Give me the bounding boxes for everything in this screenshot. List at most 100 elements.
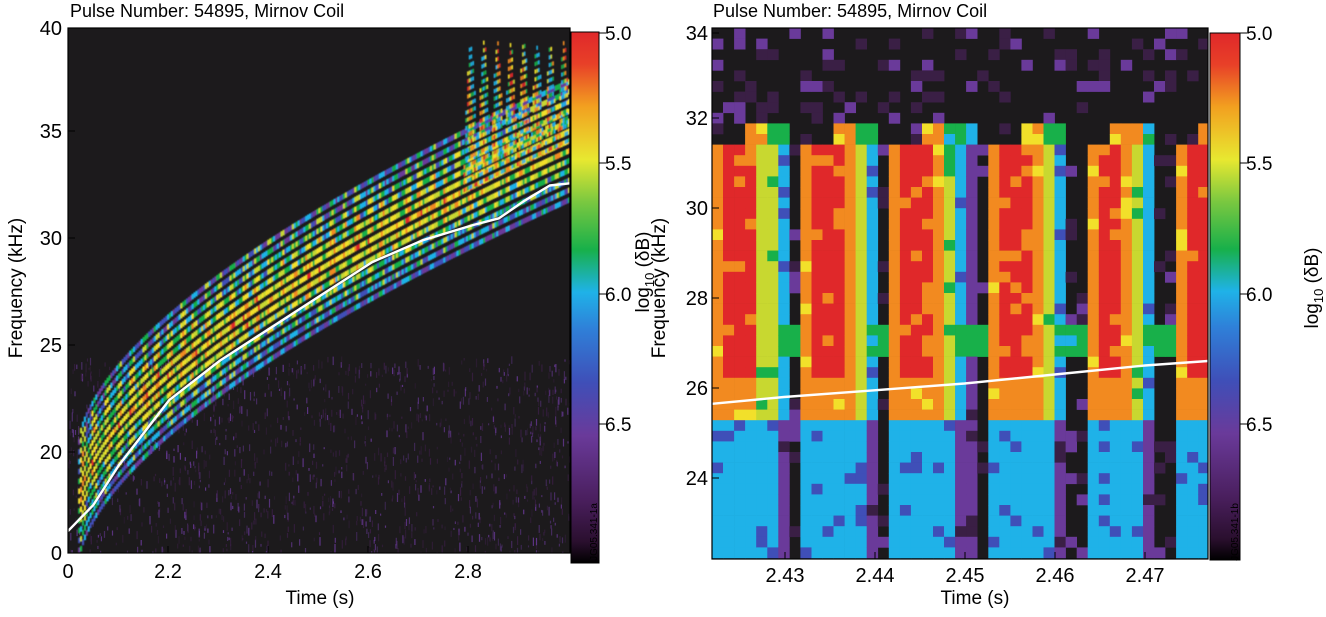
spectrogram-cell [365, 180, 368, 186]
spectrogram-cell [377, 262, 380, 269]
spectrogram-cell [233, 321, 236, 328]
spectrogram-cell [522, 119, 525, 126]
noise-speck [133, 476, 135, 480]
spectrogram-cell [93, 427, 96, 433]
spectrogram-cell [430, 224, 433, 231]
spectrogram-cell [462, 169, 465, 175]
noise-speck [562, 438, 565, 447]
spectrogram-cell [380, 280, 383, 286]
spectrogram-cell [240, 326, 243, 332]
noise-speck [304, 364, 306, 370]
noise-speck [90, 536, 92, 545]
spectrogram-cell [138, 458, 141, 465]
noise-speck [143, 507, 145, 513]
spectrogram-cell [210, 298, 213, 305]
spectrogram-cell [386, 277, 389, 283]
noise-speck [477, 393, 479, 400]
spectrogram-cell [170, 399, 173, 406]
noise-speck [315, 482, 317, 489]
noise-speck [288, 492, 290, 502]
spectrogram-cell [238, 347, 242, 353]
spectrogram-cell [481, 171, 483, 176]
spectrogram-cell [371, 206, 374, 213]
spectrogram-cell [246, 292, 249, 299]
noise-speck [270, 446, 272, 454]
spectrogram-cell [93, 466, 96, 472]
noise-speck [504, 424, 506, 432]
spectrogram-cell [129, 360, 132, 366]
spectrogram-cell [295, 290, 298, 296]
spectrogram-cell [271, 306, 274, 312]
noise-speck [347, 401, 349, 409]
spectrogram-cell [271, 256, 274, 263]
noise-speck [461, 442, 463, 447]
noise-speck [449, 487, 451, 490]
spectrogram-cell [554, 173, 558, 180]
spectrogram-cell [193, 371, 196, 377]
spectrogram-cell [314, 249, 317, 255]
spectrogram-cell [441, 140, 444, 146]
spectrogram-cell [186, 298, 189, 304]
spectrogram-cell [494, 182, 497, 189]
spectrogram-cell [343, 281, 346, 288]
noise-speck [503, 474, 505, 480]
spectrogram-cell [261, 272, 264, 279]
spectrogram-cell [142, 445, 145, 451]
spectrogram-cell [399, 201, 402, 207]
noise-speck [557, 497, 559, 503]
spectrogram-cell [403, 258, 406, 264]
spectrogram-cell [174, 327, 177, 333]
spectrogram-cell [112, 488, 115, 494]
noise-speck [526, 484, 528, 488]
spectrogram-cell [420, 249, 423, 255]
spectrogram-cell [348, 308, 351, 314]
noise-speck [215, 515, 217, 518]
spectrogram-cell [420, 210, 423, 216]
spectrogram-cell [484, 128, 488, 134]
noise-speck [561, 537, 564, 544]
noise-speck [471, 372, 474, 382]
noise-speck [260, 543, 262, 547]
spectrogram-cell [343, 262, 346, 268]
noise-speck [249, 444, 251, 452]
spectrogram-cell [216, 373, 219, 379]
spectrogram-cell [193, 292, 196, 298]
noise-speck [491, 407, 493, 411]
spectrogram-cell [511, 194, 514, 200]
spectrogram-cell [371, 285, 374, 292]
spectrogram-cell [507, 186, 510, 192]
noise-speck [292, 430, 294, 436]
spectrogram-cell [174, 406, 177, 412]
noise-speck [328, 511, 330, 516]
spectrogram-cell [509, 116, 512, 122]
noise-speck [210, 416, 212, 422]
spectrogram-cell [157, 322, 160, 329]
spectrogram-cell [138, 350, 141, 357]
spectrogram-cell [356, 235, 359, 241]
spectrogram-cell [424, 158, 427, 165]
spectrogram-cell [371, 187, 374, 193]
spectrogram-cell [221, 300, 225, 306]
noise-speck [353, 473, 355, 482]
noise-speck [294, 499, 296, 506]
spectrogram-cell [187, 296, 191, 303]
spectrogram-cell [93, 407, 96, 413]
spectrogram-cell [316, 287, 319, 294]
spectrogram-cell [89, 512, 92, 519]
spectrogram-cell [424, 208, 427, 214]
spectrogram-cell [409, 186, 412, 192]
spectrogram-cell [354, 295, 357, 301]
spectrogram-cell [447, 255, 450, 261]
spectrogram-cell [405, 208, 408, 214]
spectrogram-cell [229, 334, 232, 340]
spectrogram-cell [509, 145, 512, 152]
spectrogram-cell [414, 212, 418, 219]
spectrogram-cell [293, 222, 296, 229]
noise-speck [75, 518, 77, 523]
noise-speck [227, 418, 229, 421]
spectrogram-cell [83, 455, 86, 462]
spectrogram-cell [312, 250, 315, 257]
spectrogram-cell [163, 347, 166, 353]
spectrogram-cell [543, 169, 546, 175]
spectrogram-cell [403, 248, 406, 254]
